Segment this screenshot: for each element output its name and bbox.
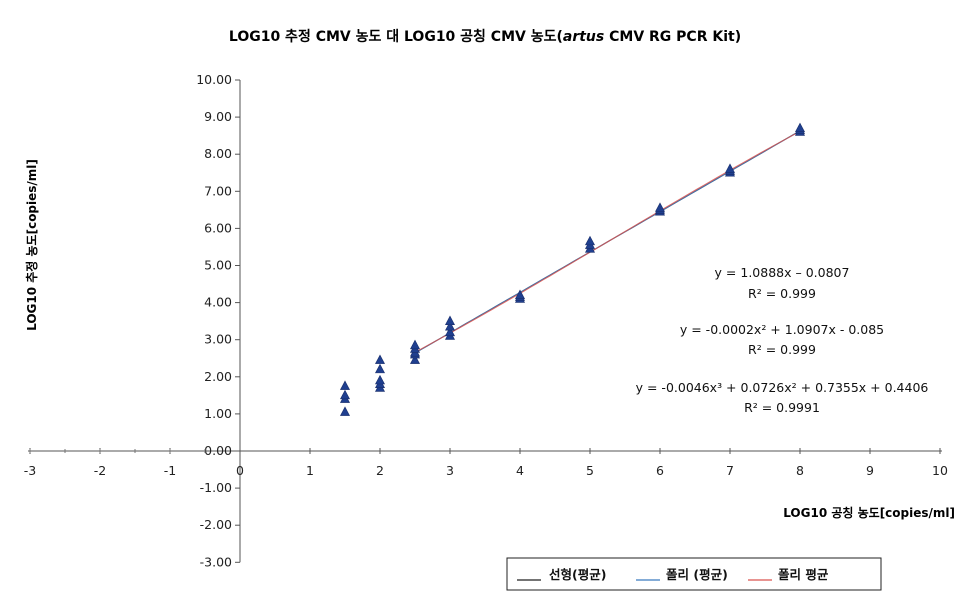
y-tick-label: 4.00 (204, 295, 232, 310)
legend-label-poly3: 폴리 평균 (778, 567, 829, 582)
data-point (375, 354, 385, 364)
data-point (795, 122, 805, 133)
data-point (410, 354, 420, 364)
x-tick-label: 9 (866, 463, 874, 478)
trendlines (414, 130, 801, 354)
equation-linear-text: y = 1.0888x – 0.0807 (715, 265, 850, 280)
chart-title: LOG10 추정 CMV 농도 대 LOG10 공칭 CMV 농도(artus … (229, 28, 741, 45)
data-point (445, 326, 455, 337)
data-point (340, 406, 350, 416)
equation-linear: y = 1.0888x – 0.0807 R² = 0.999 (715, 265, 850, 301)
y-tick-label: 1.00 (204, 406, 232, 421)
trendline-2 (414, 130, 801, 353)
data-point (340, 389, 350, 400)
data-point (375, 363, 385, 374)
legend-box (506, 557, 882, 591)
y-tick-label: 10.00 (196, 72, 232, 87)
y-tick-label: 9.00 (204, 109, 232, 124)
y-axis-label: LOG10 추정 농도[copies/ml] (24, 159, 39, 331)
legend-label-linear: 선형(평균) (549, 567, 606, 582)
y-tick-label: -3.00 (200, 554, 232, 569)
data-point (585, 235, 595, 246)
x-tick-label: 0 (236, 463, 244, 478)
x-tick-label: 8 (796, 463, 804, 478)
y-tick-label: 2.00 (204, 369, 232, 384)
x-tick-label: 6 (656, 463, 664, 478)
data-point (655, 202, 665, 212)
y-tick-label: 5.00 (204, 258, 232, 273)
axes (28, 80, 942, 563)
equation-poly2: y = -0.0002x² + 1.0907x - 0.085 R² = 0.9… (680, 322, 884, 357)
x-tick-label: 3 (446, 463, 454, 478)
x-tick-label: 10 (932, 463, 948, 478)
y-tick-label: -1.00 (200, 480, 232, 495)
data-points (340, 122, 805, 416)
y-tick-label: 7.00 (204, 183, 232, 198)
y-axis-ticks: -3.00 -2.00 -1.00 0.00 1.00 2.00 3.00 4.00 5.00 6… (196, 72, 240, 569)
equation-poly2-text: y = -0.0002x² + 1.0907x - 0.085 (680, 322, 884, 337)
legend: 선형(평균) 폴리 (평균) 폴리 평균 (506, 557, 882, 591)
x-tick-label: -3 (24, 463, 36, 478)
y-tick-label: 8.00 (204, 146, 232, 161)
x-tick-label: 7 (726, 463, 734, 478)
y-tick-label: 3.00 (204, 332, 232, 347)
equation-poly3: y = -0.0046x³ + 0.0726x² + 0.7355x + 0.4… (636, 380, 929, 415)
equation-poly2-r2: R² = 0.999 (748, 342, 816, 357)
data-point (445, 321, 455, 331)
x-tick-label: 2 (376, 463, 384, 478)
y-tick-label: -2.00 (200, 517, 232, 532)
data-point (410, 339, 420, 350)
x-tick-label: -1 (164, 463, 176, 478)
equation-poly3-r2: R² = 0.9991 (744, 400, 820, 415)
data-point (725, 163, 735, 173)
x-axis-ticks: -3 -2 -1 0 1 2 3 4 5 6 7 8 9 10 (24, 448, 948, 478)
data-point (445, 315, 455, 325)
equation-poly3-text: y = -0.0046x³ + 0.0726x² + 0.7355x + 0.4… (636, 380, 929, 395)
data-point (515, 289, 525, 299)
data-point (375, 374, 385, 385)
x-axis-label: LOG10 공칭 농도[copies/ml] (783, 505, 955, 520)
equation-linear-r2: R² = 0.999 (748, 286, 816, 301)
y-tick-label: 6.00 (204, 220, 232, 235)
x-tick-label: 1 (306, 463, 314, 478)
x-tick-label: 5 (586, 463, 594, 478)
x-tick-label: 4 (516, 463, 524, 478)
x-tick-label: -2 (94, 463, 106, 478)
legend-label-poly2: 폴리 (평균) (666, 567, 728, 582)
data-point (340, 380, 350, 390)
y-tick-label: 0.00 (204, 443, 232, 458)
